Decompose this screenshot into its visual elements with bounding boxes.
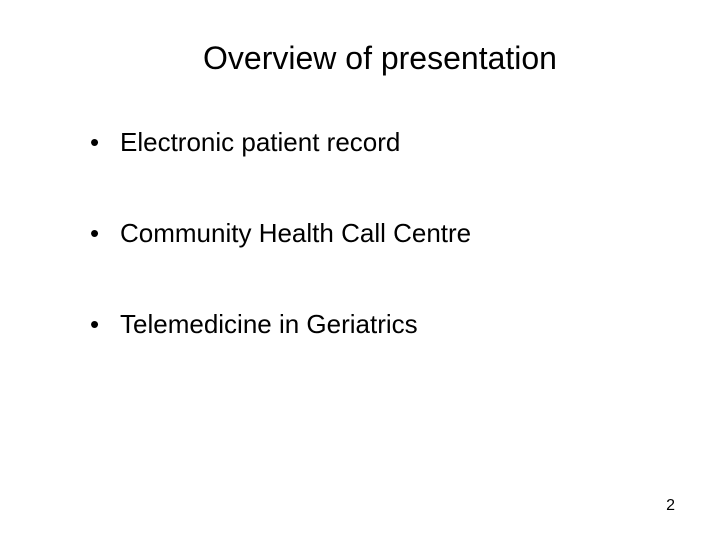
- slide-title: Overview of presentation: [70, 40, 650, 77]
- bullet-item: Community Health Call Centre: [90, 218, 650, 249]
- page-number: 2: [666, 497, 675, 515]
- slide-container: Overview of presentation Electronic pati…: [0, 0, 720, 540]
- bullet-list: Electronic patient record Community Heal…: [70, 127, 650, 340]
- bullet-item: Electronic patient record: [90, 127, 650, 158]
- bullet-item: Telemedicine in Geriatrics: [90, 309, 650, 340]
